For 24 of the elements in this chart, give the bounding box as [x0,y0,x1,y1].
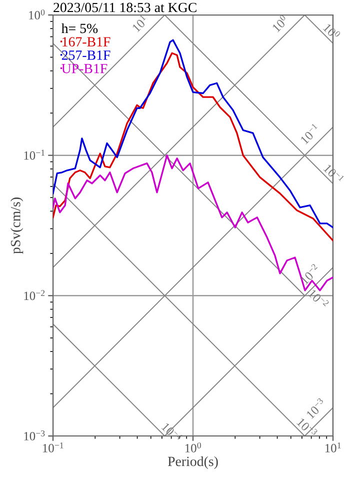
annotation: 10$^{−3}$ [296,416,318,438]
y-tick-label: 10$^{−1}$ [24,150,44,160]
annotation: 10$^{−3}$ [304,398,326,420]
annotation: 10$^{−1}$ [323,162,345,184]
chart-title: 2023/05/11 18:53 at KGC [54,2,196,12]
x-axis-title: Period(s) [168,456,218,469]
x-tick-label: 10$^{0}$ [185,442,201,452]
x-tick-label: 10$^{1}$ [325,442,341,452]
annotation: 10$^{0}$ [270,14,289,32]
annotation: 10$^{−2}$ [308,288,330,310]
annotation: 10$^{−2}$ [299,263,320,285]
y-tick-label: 10$^{−2}$ [24,290,45,300]
legend-label: 257-B1F [62,50,110,60]
x-tick-label: 10$^{−1}$ [42,442,64,452]
legend-title: h= 5% [61,23,98,34]
y-tick-label: 10$^{−3}$ [24,430,45,440]
legend-label: UP-B1F [62,64,108,74]
annotation: 10$^{1}$ [130,14,149,32]
annotation: 10$^{−4}$ [161,421,183,443]
y-tick-label: 10$^{0}$ [29,9,45,20]
y-axis-title: pSv(cm/s) [10,198,24,254]
legend-label: 167-B1F [62,37,110,46]
annotation: 10$^{0}$ [322,22,341,40]
annotation: 10$^{−1}$ [299,123,320,145]
